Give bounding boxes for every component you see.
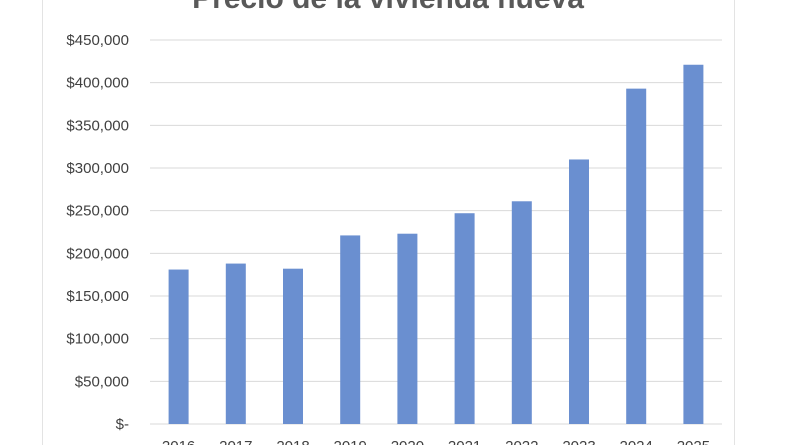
x-tick-label: 2020: [391, 438, 424, 445]
x-tick-label: 2025: [677, 438, 710, 445]
x-tick-label: 2018: [276, 438, 309, 445]
bars: [168, 64, 704, 424]
bar-2016: [168, 269, 189, 424]
bar-2018: [283, 268, 303, 424]
bar-2021: [454, 213, 475, 424]
x-tick-label: 2023: [562, 438, 595, 445]
bar-2020: [397, 233, 418, 424]
x-tick-label: 2022: [505, 438, 538, 445]
y-axis-tick-labels: $- $50,000 $100,000 $150,000 $200,000 $250,00…: [66, 32, 129, 433]
chart-title: Precio de la vivienda nueva: [42, 0, 734, 16]
x-tick-label: 2016: [162, 438, 195, 445]
y-tick-label: $200,000: [66, 245, 129, 262]
y-tick-label: $400,000: [66, 75, 129, 92]
x-tick-label: 2021: [448, 438, 481, 445]
bar-2017: [225, 263, 246, 424]
y-tick-label: $300,000: [66, 160, 129, 177]
y-tick-label: $150,000: [66, 288, 129, 305]
y-tick-label: $350,000: [66, 117, 129, 134]
x-tick-label: 2017: [219, 438, 252, 445]
bar-2024: [626, 88, 647, 424]
y-tick-label: $-: [116, 416, 129, 433]
bar-2019: [340, 235, 361, 424]
x-axis-tick-labels: 2016 2017 2018 2019 2020 2021 2022 2023 2024 2025: [162, 438, 710, 445]
y-tick-label: $250,000: [66, 203, 129, 220]
y-tick-label: $50,000: [75, 373, 129, 390]
chart-frame-right: [734, 0, 735, 445]
chart-frame-left: [42, 0, 43, 445]
bar-2023: [569, 159, 589, 424]
y-tick-label: $100,000: [66, 331, 129, 348]
x-tick-label: 2019: [334, 438, 367, 445]
bar-2025: [683, 64, 704, 424]
x-tick-label: 2024: [620, 438, 653, 445]
bar-2022: [511, 201, 532, 424]
y-tick-label: $450,000: [66, 32, 129, 49]
